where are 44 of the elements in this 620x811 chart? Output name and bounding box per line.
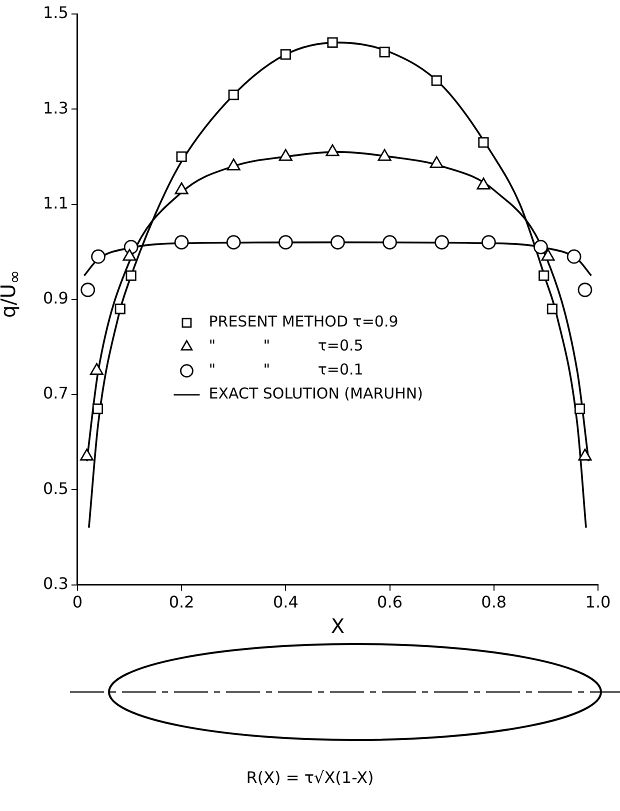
- x-tick-label: 0.2: [168, 592, 194, 612]
- point: [478, 137, 489, 148]
- point: [382, 235, 397, 250]
- x-tick-label: 0.6: [377, 592, 403, 612]
- point: [431, 75, 442, 86]
- legend-label: EXACT SOLUTION (MARUHN): [208, 384, 423, 403]
- point: [578, 282, 592, 298]
- point: [330, 235, 345, 250]
- text: R(X) = τ√X(1-X): [245, 768, 375, 787]
- y-tick-label: 1.1: [42, 193, 68, 212]
- point: [278, 235, 293, 250]
- point: [91, 249, 106, 264]
- point: [126, 270, 136, 281]
- x-tick-label: 0.4: [272, 592, 298, 612]
- point: [174, 235, 189, 250]
- point: [566, 249, 582, 264]
- x-tick-label: 0.8: [481, 592, 507, 612]
- point: [228, 90, 239, 100]
- x-axis-title: X: [330, 614, 345, 638]
- legend-label: " " τ=0.1: [208, 360, 364, 379]
- point: [546, 304, 558, 314]
- y-tick-label: 1.3: [42, 98, 68, 118]
- legend-label: PRESENT METHOD τ=0.9: [208, 312, 398, 331]
- y-tick-label: 0.9: [42, 288, 68, 308]
- point: [538, 270, 550, 281]
- y-tick-label: 0.5: [42, 478, 68, 498]
- point: [534, 240, 548, 254]
- point: [574, 404, 586, 414]
- point: [226, 235, 241, 250]
- y-tick-label: 0.7: [42, 384, 68, 403]
- y-tick-label: 1.5: [42, 3, 68, 22]
- point: [280, 49, 291, 60]
- point: [92, 404, 104, 414]
- point: [379, 46, 390, 58]
- y-tick-label: 0.3: [42, 574, 68, 593]
- point: [114, 304, 126, 314]
- point: [80, 282, 96, 298]
- point: [434, 235, 450, 250]
- x-tick-label: 0: [72, 592, 83, 612]
- x-tick-label: 1.0: [585, 592, 611, 612]
- point: [176, 151, 187, 162]
- legend-label: " " τ=0.5: [208, 336, 364, 355]
- point: [327, 37, 338, 48]
- point: [481, 235, 496, 250]
